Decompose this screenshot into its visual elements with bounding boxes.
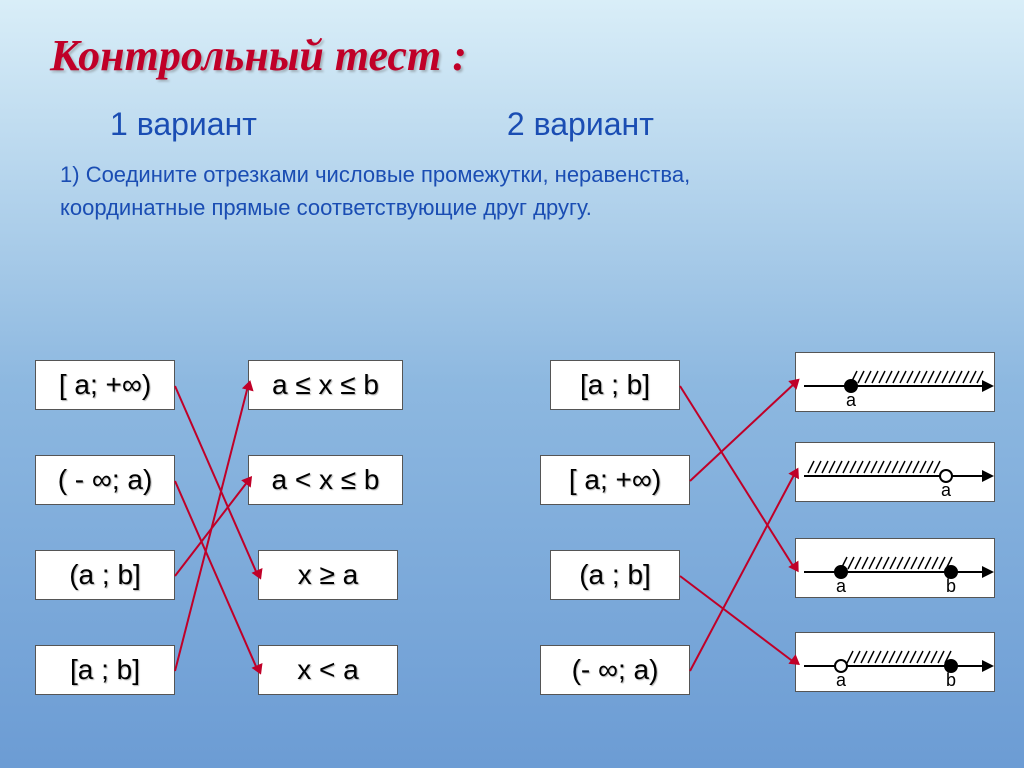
connector-line [689, 473, 796, 672]
number-line-box: ab [795, 538, 995, 598]
svg-text:a: a [941, 480, 952, 500]
interval-box: [ a; +∞) [540, 455, 690, 505]
svg-text:a: a [836, 670, 847, 690]
connector-line [689, 382, 795, 481]
variant-row: 1 вариант 2 вариант [0, 81, 1024, 143]
svg-text:a: a [846, 390, 857, 410]
page-title: Контрольный тест : [0, 0, 1024, 81]
svg-text:b: b [946, 670, 956, 690]
number-line-box: a [795, 442, 995, 502]
interval-box: (a ; b] [35, 550, 175, 600]
connector-line [679, 385, 796, 569]
variant-2-label: 2 вариант [257, 106, 654, 143]
interval-box: [ a; +∞) [35, 360, 175, 410]
inequality-box: x ≥ a [258, 550, 398, 600]
inequality-box: a ≤ x ≤ b [248, 360, 403, 410]
svg-text:b: b [946, 576, 956, 596]
exercise-grid: [ a; +∞) ( - ∞; a) (a ; b] [a ; b] a ≤ x ≤ b… [0, 360, 1024, 760]
interval-box: [a ; b] [550, 360, 680, 410]
instruction-body: Соедините отрезками числовые промежутки,… [60, 162, 690, 220]
number-line-box: ab [795, 632, 995, 692]
number-line-box: a [795, 352, 995, 412]
instruction-number: 1) [60, 162, 80, 187]
interval-box: ( - ∞; a) [35, 455, 175, 505]
interval-box: (a ; b] [550, 550, 680, 600]
inequality-box: a < x ≤ b [248, 455, 403, 505]
interval-box: (- ∞; a) [540, 645, 690, 695]
connector-arrowhead [242, 379, 256, 392]
instruction-text: 1) Соедините отрезками числовые промежут… [0, 143, 700, 224]
connector-line [679, 575, 795, 664]
interval-box: [a ; b] [35, 645, 175, 695]
variant-1-label: 1 вариант [0, 106, 257, 143]
inequality-box: x < a [258, 645, 398, 695]
svg-text:a: a [836, 576, 847, 596]
